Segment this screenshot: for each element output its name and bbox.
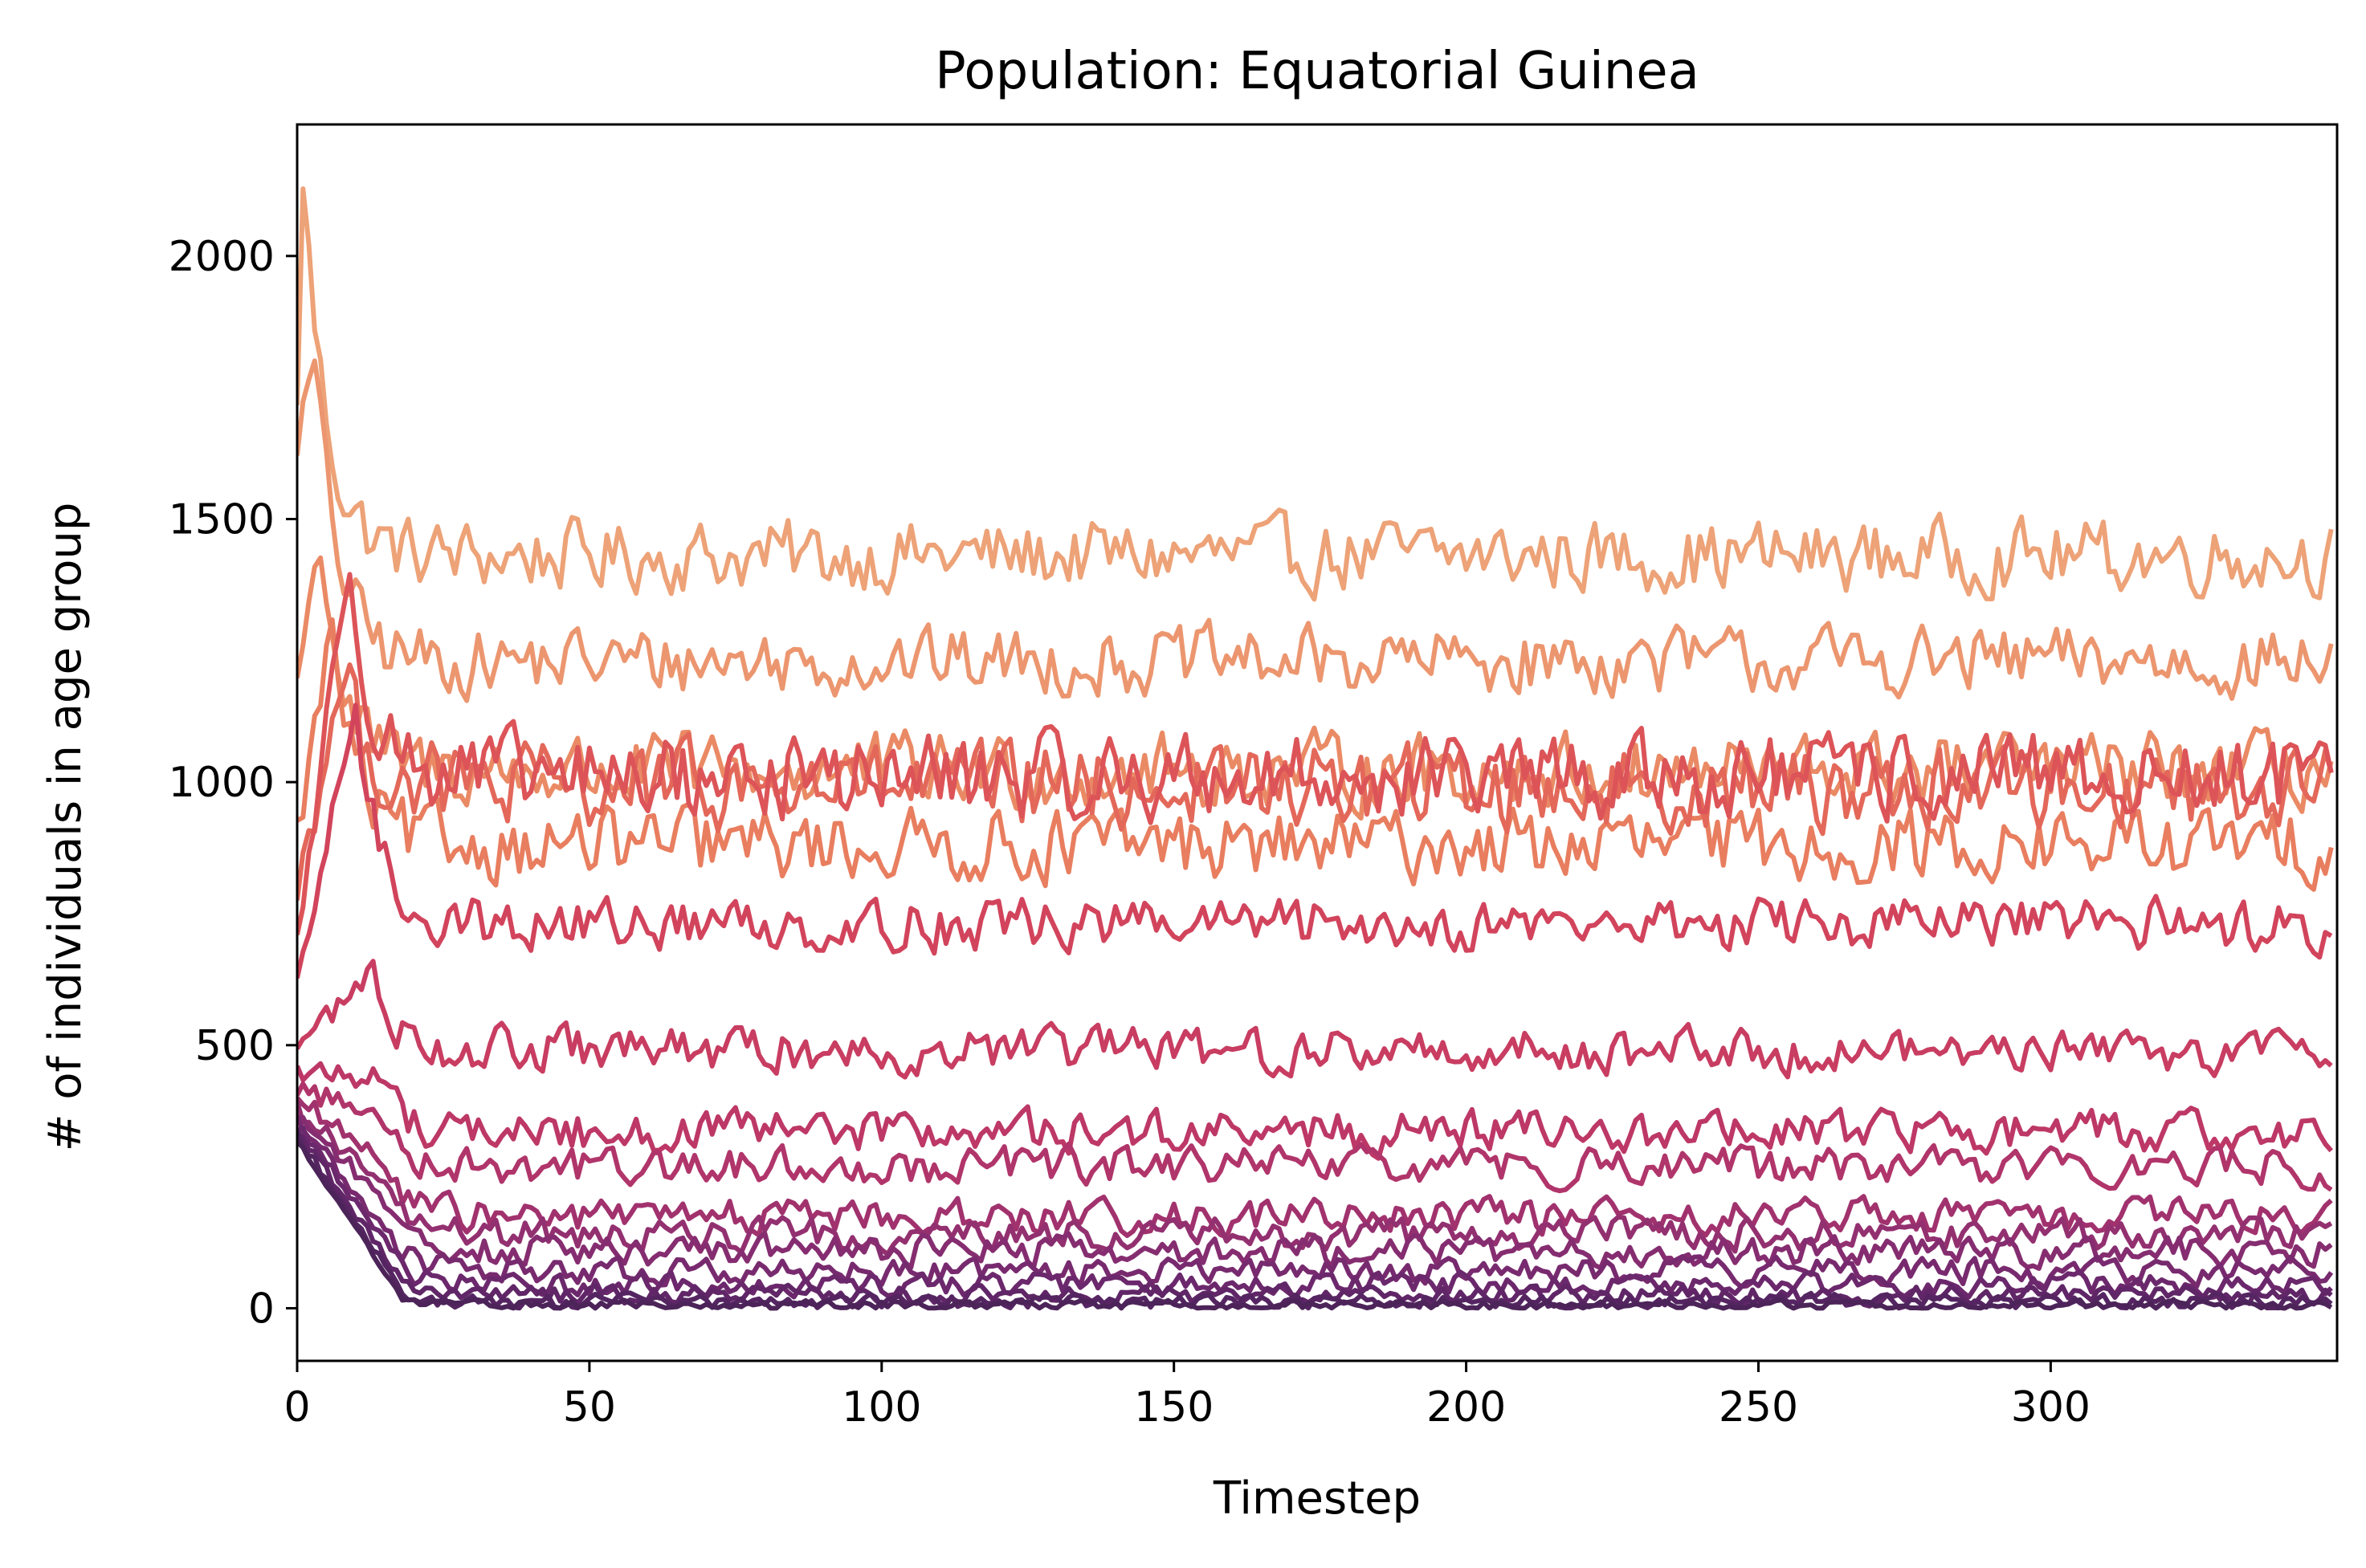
x-tick-label: 0 xyxy=(284,1383,310,1432)
y-tick-label: 1500 xyxy=(169,495,275,544)
x-tick-label: 100 xyxy=(842,1383,921,1432)
y-axis-label: # of individuals in age group xyxy=(39,503,92,1152)
series-line-16 xyxy=(297,1131,2333,1311)
x-tick-label: 250 xyxy=(1719,1383,1798,1432)
tick-layer: 0 50 100 150 200 250 300 0 500 1000 1500 2000 xyxy=(169,233,2091,1432)
x-tick-label: 200 xyxy=(1426,1383,1506,1432)
series-line-10 xyxy=(297,1096,2333,1240)
series-line-6 xyxy=(297,703,2333,979)
chart-title: Population: Equatorial Guinea xyxy=(935,42,1699,101)
series-line-9 xyxy=(297,1081,2333,1194)
y-tick-label: 1000 xyxy=(169,759,275,807)
y-tick-label: 2000 xyxy=(169,233,275,281)
series-line-7 xyxy=(297,959,2333,1080)
series-line-8 xyxy=(297,1061,2333,1161)
y-tick-label: 500 xyxy=(195,1022,275,1070)
series-line-17 xyxy=(297,1139,2333,1311)
y-tick-label: 0 xyxy=(248,1285,275,1333)
series-line-1 xyxy=(297,358,2334,703)
series-line-0 xyxy=(297,186,2334,602)
series-line-14 xyxy=(297,1125,2333,1301)
series-line-5 xyxy=(297,572,2334,936)
series-line-3 xyxy=(297,617,2334,892)
plot-area-frame xyxy=(296,123,2339,1362)
x-axis-label: Timestep xyxy=(1213,1472,1421,1525)
series-layer xyxy=(297,186,2334,1311)
x-tick-label: 300 xyxy=(2011,1383,2091,1432)
x-tick-label: 50 xyxy=(563,1383,616,1432)
x-tick-label: 150 xyxy=(1134,1383,1214,1432)
